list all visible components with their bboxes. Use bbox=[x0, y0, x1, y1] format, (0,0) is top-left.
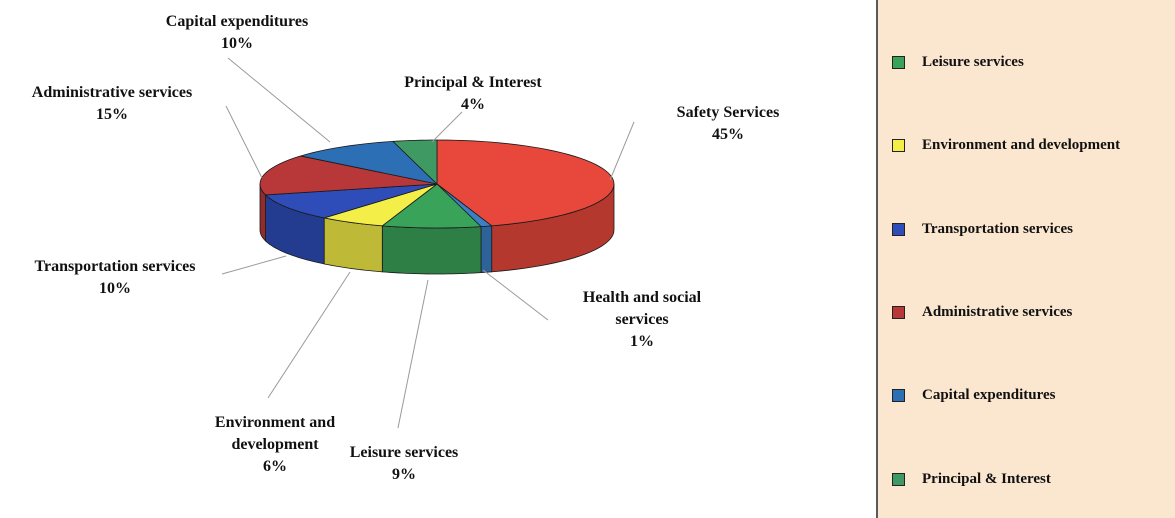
slice-label-text: development bbox=[231, 436, 319, 453]
slice-percent: 15% bbox=[96, 106, 128, 123]
pie-sides bbox=[259, 183, 615, 275]
legend-label: Administrative services bbox=[922, 303, 1073, 320]
legend-item: Leisure services bbox=[892, 51, 1024, 73]
slice-label-2: Leisure services 9% bbox=[329, 442, 479, 486]
slice-label-1: Health and social services 1% bbox=[557, 287, 727, 353]
legend-label: Transportation services bbox=[922, 220, 1073, 237]
leader-line-5 bbox=[225, 105, 263, 179]
pie-slice-3 bbox=[324, 183, 438, 227]
slice-percent: 1% bbox=[630, 333, 654, 350]
slice-label-text: Administrative services bbox=[31, 84, 193, 101]
legend-label: Principal & Interest bbox=[922, 470, 1051, 487]
slice-label-text: Capital expenditures bbox=[165, 13, 309, 30]
leader-line-3 bbox=[267, 271, 351, 399]
legend-label: Capital expenditures bbox=[922, 386, 1056, 403]
legend: Leisure services Environment and developm… bbox=[876, 0, 1175, 518]
leader-line-2 bbox=[397, 279, 429, 429]
pie-slice-1 bbox=[436, 183, 493, 228]
pie-side-3 bbox=[323, 217, 383, 273]
slice-percent: 4% bbox=[461, 96, 485, 113]
pie-slice-0 bbox=[436, 139, 615, 227]
slice-label-6: Capital expenditures 10% bbox=[132, 11, 342, 55]
slice-label-text: Leisure services bbox=[349, 444, 459, 461]
slice-percent: 45% bbox=[712, 126, 744, 143]
legend-item: Environment and development bbox=[892, 134, 1120, 156]
leader-line-0 bbox=[609, 121, 635, 181]
slice-percent: 10% bbox=[221, 35, 253, 52]
slice-label-text: Safety Services bbox=[676, 104, 780, 121]
slice-label-0: Safety Services 45% bbox=[653, 102, 803, 146]
slice-label-5: Administrative services 15% bbox=[0, 82, 227, 126]
slice-label-7: Principal & Interest 4% bbox=[373, 72, 573, 116]
slice-label-text: Principal & Interest bbox=[404, 74, 542, 91]
leader-line-1 bbox=[482, 269, 549, 321]
pie-chart-svg bbox=[221, 57, 635, 429]
slice-percent: 9% bbox=[392, 466, 416, 483]
legend-swatch bbox=[892, 138, 905, 152]
legend-item: Transportation services bbox=[892, 218, 1073, 240]
legend-swatch bbox=[892, 305, 905, 319]
legend-item: Administrative services bbox=[892, 301, 1072, 323]
leader-line-4 bbox=[221, 255, 287, 275]
pie-tops bbox=[259, 139, 615, 229]
slice-label-3: Environment and development 6% bbox=[190, 412, 360, 478]
slice-label-text: Health and social bbox=[582, 289, 702, 306]
legend-swatch bbox=[892, 55, 905, 69]
pie-side-1 bbox=[480, 225, 493, 274]
slice-label-text: Transportation services bbox=[34, 258, 196, 275]
leader-line-6 bbox=[227, 57, 331, 143]
slice-percent: 10% bbox=[99, 280, 131, 297]
pie-slice-2 bbox=[381, 183, 482, 229]
pie-slice-6 bbox=[300, 140, 439, 185]
pie-chart: Safety Services 45% Health and social servi… bbox=[0, 11, 803, 486]
slice-label-text: Environment and bbox=[214, 414, 336, 431]
slice-percent: 6% bbox=[263, 458, 287, 475]
legend-label: Environment and development bbox=[922, 136, 1121, 153]
leader-lines bbox=[221, 57, 635, 429]
legend-swatch bbox=[892, 472, 905, 486]
legend-label: Leisure services bbox=[922, 53, 1024, 70]
legend-swatch bbox=[892, 388, 905, 402]
leader-line-7 bbox=[431, 111, 463, 143]
legend-item: Principal & Interest bbox=[892, 468, 1051, 490]
slice-label-4: Transportation services 10% bbox=[0, 256, 230, 300]
pie-side-2 bbox=[381, 225, 482, 275]
pie-slice-5 bbox=[259, 155, 438, 196]
legend-item: Capital expenditures bbox=[892, 384, 1055, 406]
slice-label-text: services bbox=[615, 311, 669, 328]
legend-swatch bbox=[892, 222, 905, 236]
